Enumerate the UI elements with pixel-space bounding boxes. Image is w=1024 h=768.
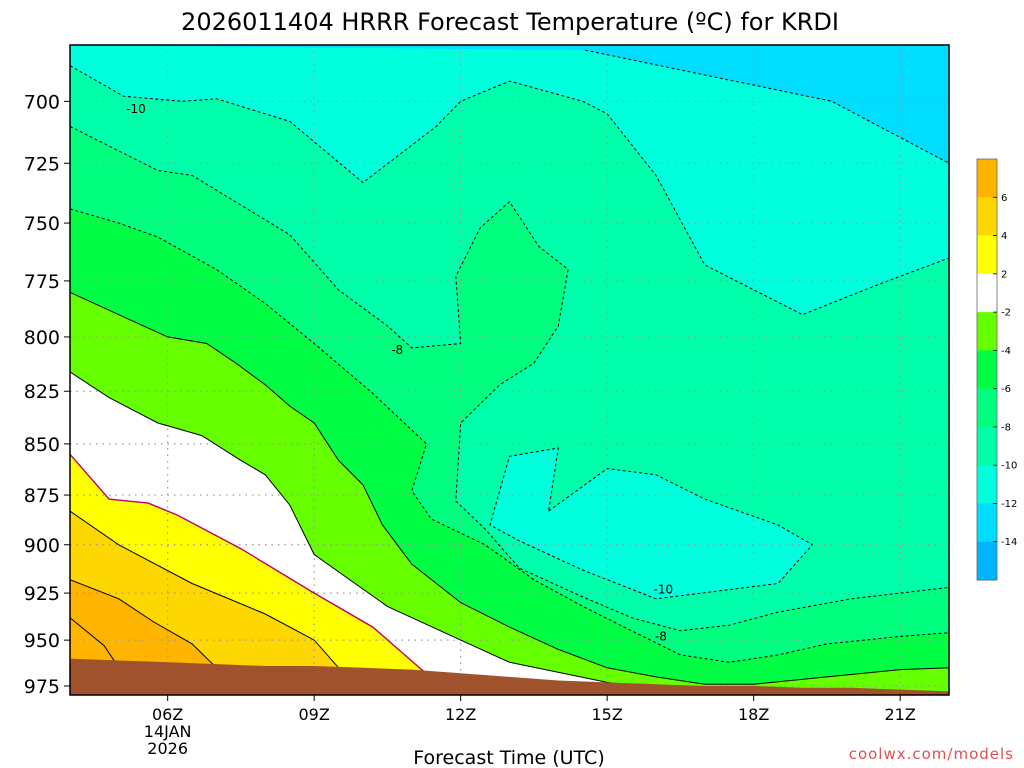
colorbar-label: -4 bbox=[1001, 346, 1011, 357]
isotherm-line bbox=[70, 291, 949, 685]
isotherm-line bbox=[70, 125, 949, 632]
colorbar-swatch bbox=[977, 503, 997, 543]
isotherm-line bbox=[70, 579, 217, 669]
x-tick-label: 15Z bbox=[592, 705, 623, 724]
y-tick-label: 925 bbox=[24, 583, 60, 605]
plot-frame bbox=[69, 44, 950, 696]
y-tick-label: 825 bbox=[24, 381, 60, 403]
x-tick-label: 12Z bbox=[445, 705, 476, 724]
isotherm-line bbox=[70, 510, 339, 669]
y-axis: 700 725 750 775 800 825 850 875 900 925 950 975 bbox=[24, 91, 70, 698]
colorbar-swatch bbox=[977, 235, 997, 275]
colorbar-label: -12 bbox=[1001, 499, 1017, 510]
chart-title: 2026011404 HRRR Forecast Temperature (ºC… bbox=[181, 8, 839, 36]
x-axis-label: Forecast Time (UTC) bbox=[413, 747, 604, 768]
plot-area bbox=[70, 45, 949, 695]
colorbar-swatch bbox=[977, 273, 997, 313]
isotherm-line bbox=[70, 371, 632, 687]
isotherm-lines bbox=[70, 49, 949, 687]
colorbar-label: 2 bbox=[1001, 269, 1007, 280]
y-tick-label: 725 bbox=[24, 153, 60, 175]
isotherm-line bbox=[585, 49, 949, 164]
colorbar-swatch bbox=[977, 465, 997, 504]
isotherm-line bbox=[70, 453, 437, 682]
y-tick-label: 700 bbox=[24, 91, 60, 113]
y-tick-label: 975 bbox=[24, 676, 60, 698]
credit-text: coolwx.com/models bbox=[849, 745, 1014, 763]
colorbar-swatch bbox=[977, 159, 997, 198]
y-tick-label: 900 bbox=[24, 535, 60, 557]
isotherm-line bbox=[70, 65, 949, 316]
colorbar-swatch bbox=[977, 197, 997, 237]
x-tick-label: 21Z bbox=[885, 705, 916, 724]
contour-label: -8 bbox=[655, 629, 667, 643]
colorbar-label: -6 bbox=[1001, 384, 1011, 395]
colorbar-label: -2 bbox=[1001, 308, 1011, 319]
y-tick-label: 850 bbox=[24, 434, 60, 456]
contour-label: -10 bbox=[126, 102, 146, 116]
grid-lines bbox=[70, 45, 949, 695]
colorbar-label: -8 bbox=[1001, 422, 1011, 433]
x-tick-year: 2026 bbox=[147, 739, 188, 758]
colorbar: 6 4 2 -2 -4 -6 -8 -10 -12 -14 bbox=[976, 158, 1017, 581]
x-tick-label: 06Z bbox=[152, 705, 183, 724]
colorbar-frame bbox=[976, 158, 998, 581]
colorbar-swatch bbox=[977, 350, 997, 390]
y-tick-label: 875 bbox=[24, 485, 60, 507]
ground-surface bbox=[70, 658, 949, 695]
y-tick-label: 775 bbox=[24, 271, 60, 293]
colorbar-label: -14 bbox=[1001, 537, 1017, 548]
colorbar-label: 4 bbox=[1001, 231, 1007, 242]
y-tick-label: 950 bbox=[24, 630, 60, 652]
colorbar-swatch bbox=[977, 388, 997, 428]
x-tick-label: 09Z bbox=[299, 705, 330, 724]
x-tick-label: 18Z bbox=[738, 705, 769, 724]
ground-fill bbox=[70, 658, 949, 695]
band-fill bbox=[490, 448, 813, 599]
y-tick-label: 800 bbox=[24, 327, 60, 349]
y-tick-label: 750 bbox=[24, 213, 60, 235]
isotherm-line bbox=[70, 208, 949, 663]
colorbar-swatch bbox=[977, 312, 997, 351]
colorbar-swatch bbox=[977, 541, 997, 581]
colorbar-label: -10 bbox=[1001, 461, 1017, 472]
x-tick-date: 14JAN bbox=[144, 722, 192, 741]
colorbar-swatch bbox=[977, 426, 997, 466]
contour-labels: -10 -8 -10 -8 bbox=[126, 102, 673, 644]
contour-label: -10 bbox=[654, 582, 674, 596]
colorbar-label: 6 bbox=[1001, 193, 1007, 204]
contour-label: -8 bbox=[391, 343, 403, 357]
